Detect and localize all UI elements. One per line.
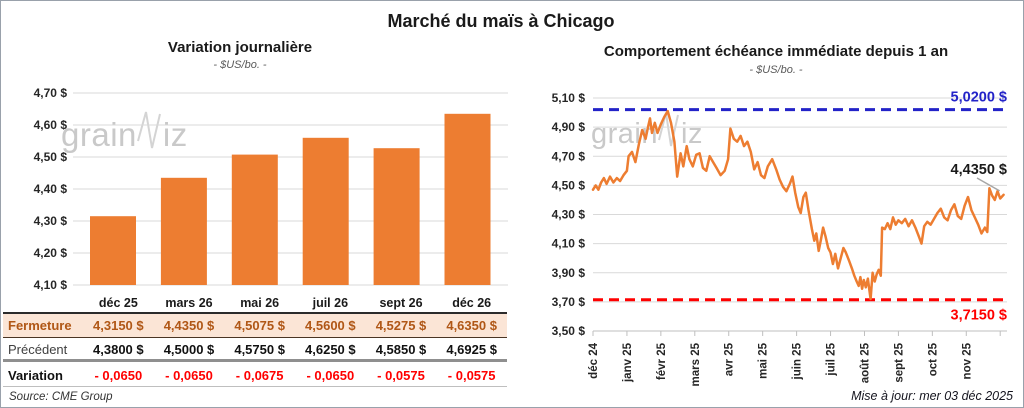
last-price-label: 4,4350 $ [951, 162, 1007, 178]
bar [444, 113, 491, 285]
x-axis-label: déc 24 [588, 342, 600, 378]
line-chart: 5,10 $ 4,90 $ 4,70 $ 4,50 $ 4,30 $ 4,10 $ 3,90… [552, 90, 1007, 386]
table-row-var: Variation - 0,0650 - 0,0650 - 0,0675 - 0,065… [3, 365, 507, 387]
price-line [591, 109, 1005, 301]
x-axis-label: oct 25 [927, 342, 939, 376]
table-cell-var: - 0,0575 [447, 368, 496, 383]
table-cell-close: 4,5075 $ [234, 318, 285, 333]
y-axis-label: 3,70 $ [552, 295, 586, 309]
month-label: juil 26 [312, 296, 349, 310]
month-label: mars 26 [165, 296, 213, 310]
month-label: sept 26 [379, 296, 423, 310]
annotation-leader-line [976, 177, 1000, 192]
watermark-logo: grain iz [61, 107, 188, 151]
table-cell-close: 4,4350 $ [163, 318, 215, 333]
x-axis-label: janv 25 [622, 342, 634, 383]
table-cell-close: 4,3150 $ [93, 318, 144, 333]
y-axis-label: 4,70 $ [552, 149, 586, 163]
y-axis-label: 4,70 $ [34, 86, 68, 100]
table-cell-var: - 0,0650 [94, 368, 143, 383]
x-axis-label: juin 25 [792, 342, 804, 380]
row-label: Précédent [8, 341, 68, 357]
resistance-label: 5,0200 $ [951, 90, 1007, 106]
table-cell-var: - 0,0650 [306, 368, 355, 383]
table-row-prev: Précédent 4,3800 $ 4,5000 $ 4,5750 $ 4,6250 … [3, 339, 507, 362]
support-label: 3,7150 $ [951, 308, 1007, 324]
table-month-header: déc 25 mars 26 mai 26 juil 26 sept 26 déc 26 [3, 294, 507, 312]
x-axis-label: août 25 [859, 342, 871, 383]
y-axis-label: 4,50 $ [34, 150, 68, 164]
bar [160, 177, 207, 285]
table-cell-close: 4,5600 $ [305, 318, 356, 333]
table-cell-close: 4,5275 $ [375, 318, 427, 333]
x-axis-label: avr 25 [724, 342, 736, 376]
month-label: mai 26 [240, 296, 280, 310]
bar [90, 216, 136, 285]
table-cell-prev: 4,3800 $ [93, 341, 144, 357]
y-axis-label: 4,10 $ [34, 278, 68, 292]
bar [231, 154, 278, 285]
x-axis-label: sept 25 [893, 342, 905, 382]
table-cell-prev: 4,5000 $ [163, 341, 215, 357]
y-axis-label: 4,30 $ [552, 208, 586, 222]
x-axis-label: mars 25 [690, 342, 702, 386]
row-label: Fermeture [8, 318, 72, 333]
table-cell-prev: 4,5850 $ [375, 341, 427, 357]
bar [373, 148, 420, 285]
month-label: déc 25 [98, 296, 138, 310]
y-axis-label: 4,40 $ [34, 182, 68, 196]
table-cell-var: - 0,0650 [165, 368, 213, 383]
y-axis-label: 3,90 $ [552, 266, 586, 280]
watermark-zigzag-icon [136, 111, 161, 149]
source-note: Source: CME Group [9, 391, 113, 403]
watermark-text-prefix: grain [61, 116, 137, 153]
update-note: Mise à jour: mer 03 déc 2025 [851, 389, 1013, 403]
bar-chart: 4,70 $ 4,60 $ 4,50 $ 4,40 $ 4,30 $ 4,20 $ 4,10… [34, 86, 508, 292]
row-label: Variation [8, 368, 63, 383]
y-axis-label: 4,90 $ [552, 120, 586, 134]
table-cell-var: - 0,0675 [235, 368, 284, 383]
table-cell-close: 4,6350 $ [446, 318, 497, 333]
x-axis-label: févr 25 [656, 342, 668, 380]
y-axis-label: 5,10 $ [552, 91, 586, 105]
line-chart-title: Comportement échéance immédiate depuis 1… [603, 43, 949, 60]
table-cell-var: - 0,0575 [377, 368, 425, 383]
y-axis-label: 4,30 $ [34, 214, 68, 228]
watermark-zigzag-icon [658, 112, 679, 147]
y-axis-label: 4,60 $ [34, 118, 68, 132]
line-chart-subtitle: - $US/bo. - [749, 64, 803, 76]
watermark-text-suffix: iz [162, 116, 188, 153]
y-axis-label: 4,10 $ [552, 237, 586, 251]
month-label: déc 26 [452, 296, 492, 310]
table-cell-prev: 4,5750 $ [234, 341, 285, 357]
table-cell-prev: 4,6250 $ [305, 341, 356, 357]
y-axis-label: 4,20 $ [34, 246, 68, 260]
bar-chart-subtitle: - $US/bo. - [213, 59, 267, 71]
y-axis-label: 3,50 $ [552, 324, 586, 338]
table-cell-prev: 4,6925 $ [446, 341, 497, 357]
bar [302, 137, 349, 285]
x-axis-label: nov 25 [961, 342, 973, 379]
page-title: Marché du maïs à Chicago [387, 11, 615, 31]
bar-chart-title: Variation journalière [167, 39, 313, 56]
table-row-close: Fermeture 4,3150 $ 4,4350 $ 4,5075 $ 4,5600 … [3, 312, 507, 338]
x-axis-label: mai 25 [758, 342, 770, 378]
x-axis-label: juil 25 [826, 342, 838, 376]
y-axis-label: 4,50 $ [552, 178, 586, 192]
